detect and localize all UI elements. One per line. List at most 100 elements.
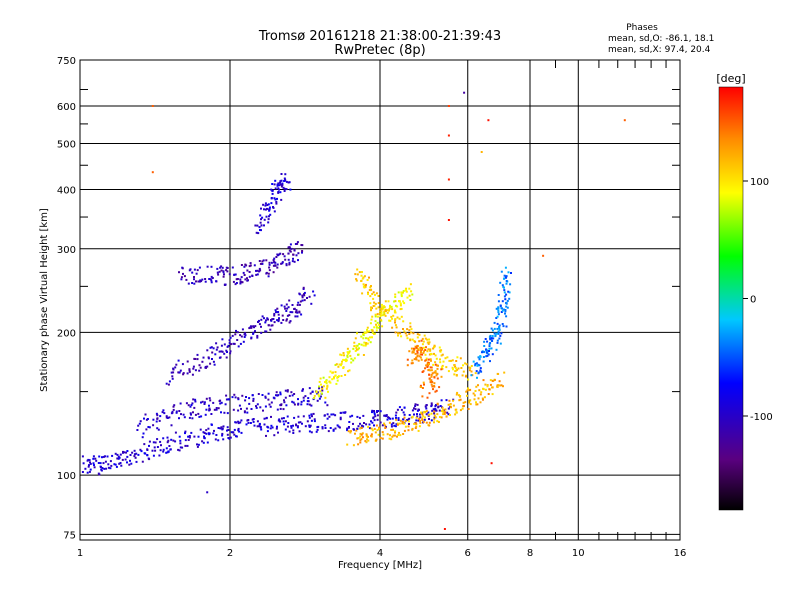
scatter-point <box>288 299 291 302</box>
scatter-point <box>365 343 368 346</box>
scatter-point <box>438 409 441 412</box>
scatter-point <box>316 426 319 429</box>
scatter-point <box>428 353 431 356</box>
scatter-point <box>117 455 120 458</box>
scatter-point <box>375 323 377 326</box>
scatter-point <box>370 318 373 321</box>
scatter-point <box>139 420 142 423</box>
scatter-point <box>372 417 375 420</box>
data-points <box>81 91 626 530</box>
scatter-point <box>368 330 371 333</box>
scatter-point <box>244 278 247 281</box>
scatter-point <box>408 350 411 353</box>
scatter-point <box>174 431 177 434</box>
scatter-point <box>217 407 220 410</box>
scatter-point <box>352 422 354 425</box>
scatter-point <box>396 408 399 411</box>
scatter-point <box>275 202 278 205</box>
scatter-point <box>408 287 411 290</box>
scatter-point <box>370 433 373 436</box>
scatter-point <box>416 403 419 406</box>
scatter-point <box>303 293 305 296</box>
scatter-point <box>351 414 354 417</box>
scatter-point <box>271 324 274 327</box>
scatter-point <box>398 431 400 434</box>
scatter-point <box>433 382 436 385</box>
scatter-point <box>130 462 133 465</box>
scatter-point <box>197 435 200 438</box>
scatter-point <box>253 264 256 267</box>
scatter-point <box>499 334 502 337</box>
scatter-point <box>156 417 159 420</box>
scatter-point <box>485 348 488 351</box>
scatter-point <box>411 350 414 353</box>
scatter-point <box>381 308 384 310</box>
scatter-point <box>288 430 291 433</box>
scatter-point <box>181 267 184 270</box>
scatter-point <box>389 304 391 307</box>
scatter-point <box>280 173 283 175</box>
scatter-point <box>281 261 284 264</box>
scatter-point <box>479 367 482 370</box>
scatter-point <box>426 350 429 353</box>
scatter-point <box>413 349 416 352</box>
scatter-point <box>375 329 378 332</box>
scatter-point <box>283 399 285 402</box>
scatter-point <box>374 315 377 318</box>
scatter-point <box>165 382 168 385</box>
scatter-point <box>196 443 198 446</box>
scatter-point <box>441 406 444 409</box>
chart-title: Tromsø 20161218 21:38:00-21:39:43 <box>258 29 501 44</box>
scatter-point <box>318 395 321 398</box>
scatter-point <box>284 179 287 182</box>
scatter-point <box>178 371 181 374</box>
scatter-point <box>281 314 284 317</box>
scatter-point <box>327 430 330 433</box>
scatter-point <box>333 376 335 379</box>
scatter-point <box>218 350 221 353</box>
scatter-point <box>159 449 162 452</box>
scatter-point <box>236 331 239 334</box>
scatter-point <box>270 415 272 418</box>
scatter-point <box>497 313 500 316</box>
scatter-point <box>436 367 439 370</box>
scatter-point <box>505 282 508 285</box>
scatter-point <box>434 407 437 410</box>
scatter-point <box>254 330 256 333</box>
scatter-point <box>353 341 356 344</box>
scatter-point <box>357 437 360 439</box>
scatter-point <box>481 397 484 400</box>
scatter-point <box>391 417 394 420</box>
scatter-point <box>285 319 288 322</box>
scatter-point <box>295 254 298 257</box>
scatter-point <box>379 437 382 439</box>
scatter-point <box>257 393 260 395</box>
scatter-point <box>272 271 275 274</box>
scatter-point <box>415 419 418 422</box>
scatter-point <box>251 275 254 277</box>
scatter-point <box>362 337 365 340</box>
scatter-point <box>215 342 218 345</box>
scatter-point <box>175 410 178 413</box>
scatter-point <box>156 438 159 441</box>
scatter-point <box>379 410 382 413</box>
scatter-point <box>301 250 304 252</box>
scatter-point <box>267 318 269 321</box>
scatter-point <box>374 320 377 323</box>
scatter-point <box>411 427 414 430</box>
scatter-point <box>124 458 127 461</box>
outlier-point <box>206 491 209 494</box>
scatter-point <box>493 379 496 381</box>
scatter-point <box>243 336 246 338</box>
scatter-point <box>246 277 248 280</box>
scatter-point <box>416 409 419 412</box>
scatter-point <box>270 401 273 404</box>
scatter-point <box>403 302 406 305</box>
scatter-point <box>388 308 391 310</box>
scatter-point <box>323 414 326 417</box>
scatter-point <box>267 221 270 224</box>
scatter-point <box>234 333 237 336</box>
scatter-point <box>459 357 462 360</box>
scatter-point <box>360 271 363 274</box>
scatter-point <box>280 304 283 307</box>
